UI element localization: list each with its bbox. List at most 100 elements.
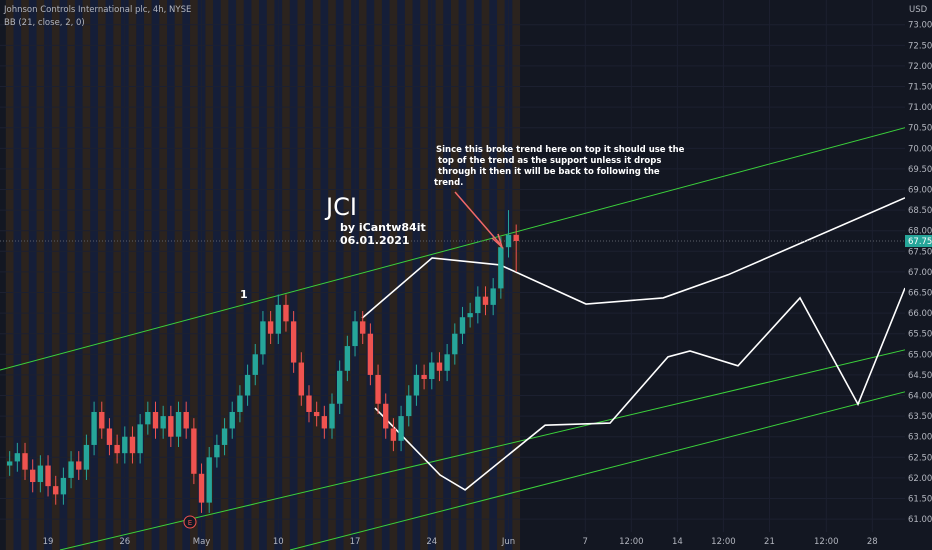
session-stripe — [381, 0, 390, 550]
session-stripe — [97, 0, 106, 550]
session-stripe — [473, 0, 482, 550]
y-tick-label: 64.50 — [908, 371, 932, 381]
y-tick-label: 68.50 — [908, 206, 932, 216]
session-stripe — [13, 0, 22, 550]
session-stripe — [128, 0, 137, 550]
candle-body — [275, 304, 281, 334]
candle-body — [206, 457, 212, 503]
price-axis — [905, 0, 932, 550]
candle-body — [160, 416, 166, 429]
candle-body — [99, 411, 105, 429]
x-tick-label: 28 — [867, 537, 878, 547]
candle-body — [14, 453, 21, 462]
candle-body — [168, 416, 174, 437]
session-stripe — [343, 0, 352, 550]
x-tick-label: 10 — [273, 537, 284, 547]
candle-body — [329, 403, 335, 429]
projection-path — [361, 197, 906, 319]
session-stripe — [36, 0, 45, 550]
y-tick-label: 66.50 — [908, 289, 932, 299]
session-stripe — [51, 0, 60, 550]
session-stripe — [266, 0, 275, 550]
candle-body — [152, 411, 159, 429]
candle-body — [467, 313, 473, 318]
candle-body — [313, 411, 320, 417]
session-stripe — [320, 0, 329, 550]
session-stripe — [450, 0, 459, 550]
session-stripe — [82, 0, 91, 550]
session-stripe — [489, 0, 498, 550]
session-stripe — [167, 0, 175, 550]
candle-body — [475, 296, 481, 314]
currency-label: USD — [909, 5, 928, 15]
y-tick-label: 65.50 — [908, 330, 932, 340]
x-tick-label: 12:00 — [619, 537, 644, 547]
candle-body — [106, 428, 113, 445]
candle-body — [129, 436, 136, 454]
candle-body — [260, 321, 266, 355]
session-stripe — [236, 0, 244, 550]
y-tick-label: 63.00 — [908, 433, 932, 443]
session-stripe — [312, 0, 321, 550]
note-line: through it then it will be back to follo… — [438, 167, 660, 177]
note-line: Since this broke trend here on top it sh… — [436, 145, 685, 155]
y-tick-label: 65.00 — [908, 350, 932, 360]
candle-body — [68, 461, 74, 478]
candle-body — [114, 444, 120, 454]
author: by iCantw84it — [340, 221, 426, 234]
session-stripe — [205, 0, 214, 550]
candle-body — [214, 444, 220, 458]
session-stripe — [466, 0, 474, 550]
candle-body — [37, 465, 44, 483]
y-tick-label: 71.00 — [908, 103, 932, 113]
candle-body — [513, 234, 519, 242]
candle-body — [221, 428, 228, 445]
session-stripe — [435, 0, 444, 550]
earnings-marker — [183, 515, 197, 529]
candle-body — [22, 453, 28, 470]
candle-body — [490, 288, 496, 305]
session-stripe — [282, 0, 290, 550]
candle-body — [306, 395, 312, 412]
candle-body — [91, 411, 97, 445]
indicator-label: BB (21, close, 2, 0) — [4, 18, 85, 28]
y-tick-label: 73.00 — [908, 21, 932, 31]
candle-body — [406, 395, 412, 417]
y-tick-label: 70.50 — [908, 124, 932, 134]
session-stripe — [481, 0, 490, 550]
trend-line — [289, 391, 906, 550]
session-stripe — [174, 0, 183, 550]
candle-body — [229, 411, 235, 429]
session-stripe — [182, 0, 191, 550]
session-stripe — [404, 0, 413, 550]
y-tick-label: 62.50 — [908, 453, 932, 463]
session-stripe — [374, 0, 382, 550]
price-tag — [905, 235, 932, 248]
candle-body — [145, 411, 151, 425]
candle-body — [429, 362, 435, 380]
candle-body — [237, 395, 243, 412]
session-stripe — [143, 0, 152, 550]
candle-body — [459, 317, 466, 334]
session-stripe — [366, 0, 375, 550]
header-title: Johnson Controls International plc, 4h, … — [3, 5, 191, 15]
x-tick-label: 14 — [672, 537, 683, 547]
candle-body — [137, 424, 143, 454]
candle-body — [122, 436, 128, 454]
y-tick-label: 64.00 — [908, 392, 932, 402]
x-tick-label: Jun — [501, 537, 515, 547]
session-stripe — [190, 0, 198, 550]
session-stripe — [228, 0, 237, 550]
session-stripe — [251, 0, 260, 550]
session-stripe — [389, 0, 398, 550]
x-tick-label: 12:00 — [814, 537, 839, 547]
session-stripe — [259, 0, 267, 550]
candle-body — [191, 428, 197, 474]
session-stripe — [151, 0, 160, 550]
earnings-label: E — [188, 519, 192, 527]
candle-body — [321, 416, 328, 429]
candle-body — [45, 465, 51, 487]
annotation-arrowhead — [491, 233, 504, 250]
candle-body — [283, 304, 289, 322]
